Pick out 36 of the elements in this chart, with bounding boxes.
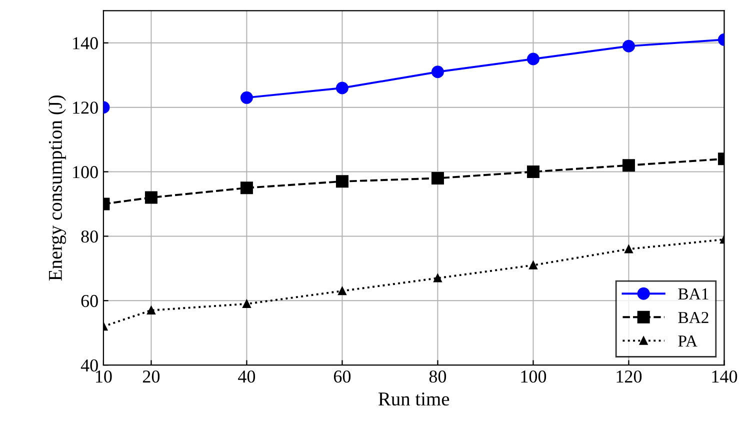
point — [144, 191, 158, 204]
point — [431, 172, 444, 184]
y-axis-title: Energy consumption (J) — [48, 95, 66, 281]
point — [338, 286, 346, 296]
x-tick-label: 10 — [96, 370, 112, 383]
legend-label: BA1 — [678, 288, 708, 300]
point — [434, 274, 442, 282]
y-tick-label: 40 — [80, 359, 98, 372]
point — [526, 52, 540, 66]
legend-label: BA2 — [678, 312, 708, 324]
x-tick-label: 20 — [142, 370, 160, 383]
y-tick-label: 100 — [73, 166, 98, 178]
point — [526, 166, 540, 178]
x-axis-title: Run time — [378, 392, 450, 406]
x-tick-label: 140 — [712, 370, 738, 383]
y-tick-label: 60 — [81, 294, 98, 308]
x-tick-label: 40 — [238, 370, 256, 383]
point — [622, 159, 635, 172]
point — [242, 300, 251, 308]
point — [240, 182, 253, 194]
point — [622, 40, 635, 52]
x-tick-label: 80 — [429, 370, 446, 383]
point — [336, 82, 348, 94]
y-tick-label: 80 — [81, 230, 98, 243]
x-tick-label: 120 — [616, 370, 642, 383]
point — [431, 66, 444, 78]
y-tick-label: 140 — [73, 37, 98, 50]
x-tick-label: 100 — [521, 370, 546, 383]
y-tick-label: 120 — [73, 102, 98, 114]
legend-label: PA — [678, 336, 698, 347]
point — [529, 261, 538, 270]
point — [624, 244, 633, 254]
x-tick-label: 60 — [334, 370, 351, 383]
point — [240, 91, 253, 104]
point — [147, 306, 156, 314]
point — [336, 175, 348, 188]
